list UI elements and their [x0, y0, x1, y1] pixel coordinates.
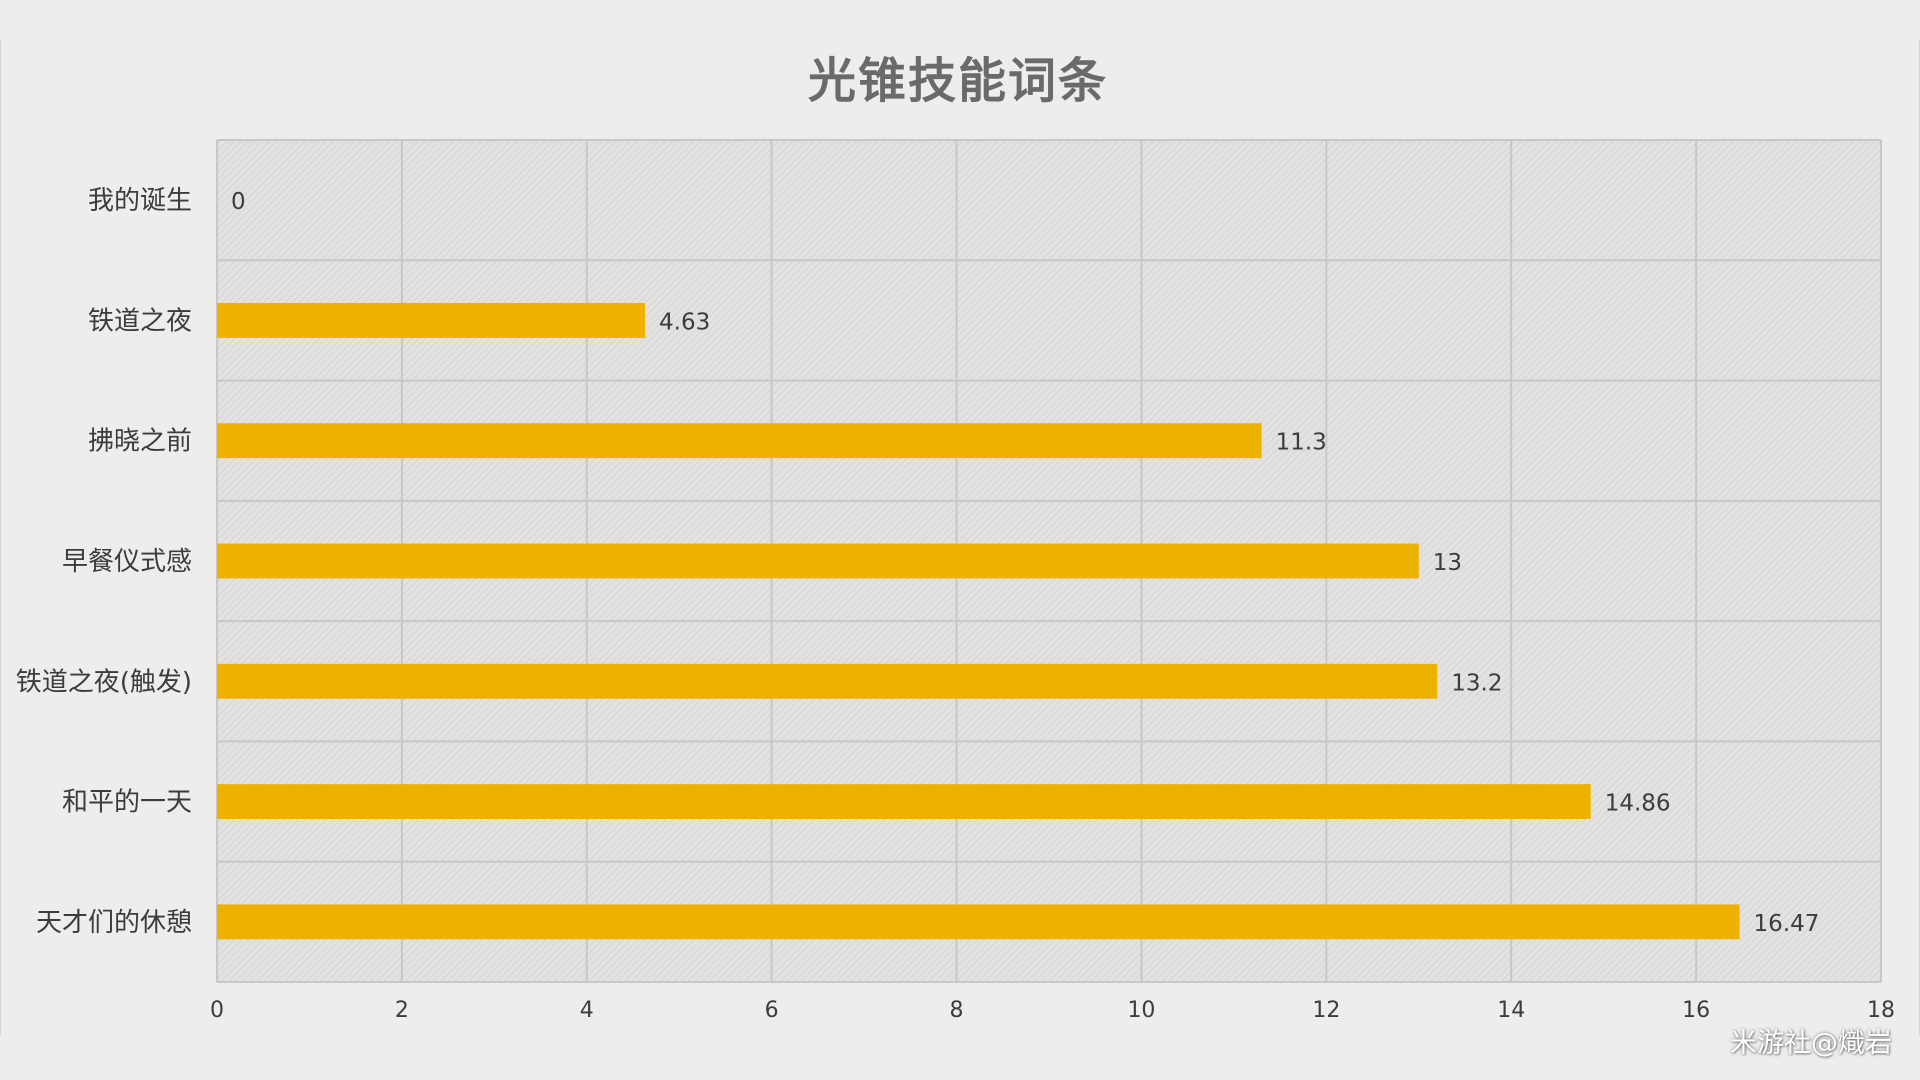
watermark: 米游社@熾岩 [1730, 1028, 1892, 1059]
category-label: 铁道之夜(触发) [16, 667, 192, 697]
bar [217, 663, 1438, 699]
frame-border-left [0, 40, 1, 1035]
x-tick-label: 0 [210, 998, 224, 1023]
x-tick-label: 16 [1682, 998, 1710, 1023]
data-label: 0 [231, 189, 246, 215]
category-label: 我的诞生 [88, 186, 192, 216]
x-tick-label: 18 [1867, 998, 1895, 1023]
data-label: 13 [1433, 550, 1462, 576]
data-label: 13.2 [1451, 670, 1502, 696]
x-tick-label: 12 [1312, 998, 1340, 1023]
bar [217, 423, 1262, 459]
category-label: 和平的一天 [62, 788, 192, 818]
x-tick-label: 2 [395, 998, 409, 1023]
data-label: 11.3 [1276, 430, 1327, 456]
data-label: 14.86 [1605, 791, 1671, 817]
bar [217, 543, 1419, 579]
x-tick-label: 14 [1497, 998, 1525, 1023]
x-tick-label: 8 [950, 998, 964, 1023]
data-label: 16.47 [1754, 911, 1820, 937]
x-tick-label: 10 [1127, 998, 1155, 1023]
x-tick-label: 4 [580, 998, 594, 1023]
bar [217, 302, 646, 338]
bar [217, 784, 1591, 820]
chart-title: 光锥技能词条 [808, 53, 1108, 109]
data-label: 4.63 [659, 309, 710, 335]
bar [217, 904, 1740, 940]
category-label: 拂晓之前 [88, 427, 192, 457]
category-label: 天才们的休憩 [36, 908, 192, 938]
category-label: 早餐仪式感 [62, 547, 192, 577]
category-label: 铁道之夜 [88, 306, 192, 336]
x-tick-label: 6 [765, 998, 779, 1023]
